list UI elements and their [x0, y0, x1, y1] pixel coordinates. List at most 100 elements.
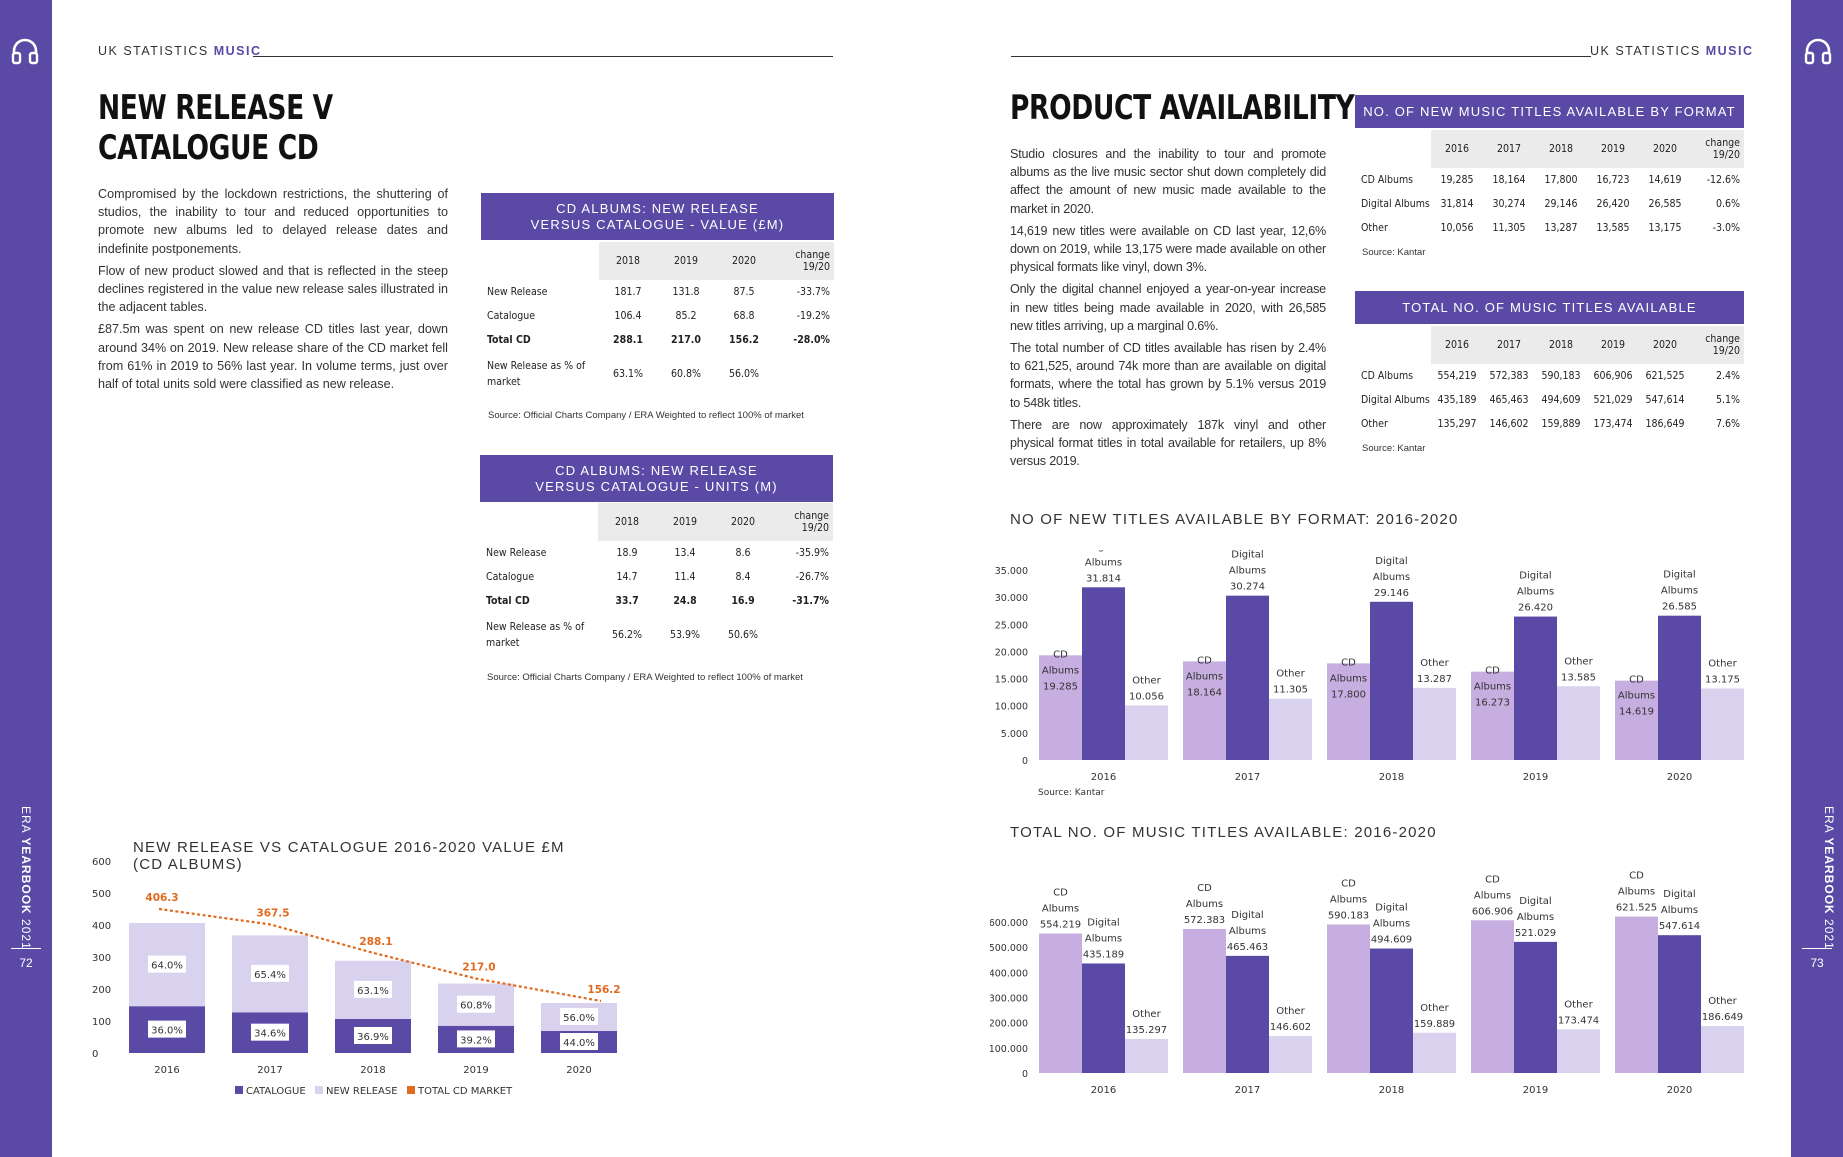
total-label: 156.2 — [587, 984, 620, 996]
data-label-box — [457, 1030, 495, 1048]
legend-label: CATALOGUE — [246, 1086, 306, 1097]
data-label: Albums — [1042, 665, 1079, 676]
table-row: New Release 18.9 13.4 8.6 -35.9% — [486, 547, 829, 559]
total-titles-table: 2016 2017 2018 2019 2020 change 19/20 CD Al… — [1355, 326, 1744, 436]
data-label: 554.219 — [1040, 920, 1081, 931]
y-tick-label: 500.000 — [990, 943, 1028, 954]
data-label: Digital — [1087, 917, 1119, 928]
bar-other — [1557, 1029, 1600, 1073]
y-tick-label: 100.000 — [990, 1044, 1028, 1055]
data-label: 465.463 — [1227, 942, 1268, 953]
table-source: Source: Official Charts Company / ERA We… — [488, 410, 804, 421]
data-label: Other — [1708, 658, 1737, 669]
data-label: Albums — [1085, 557, 1122, 568]
data-label: Albums — [1517, 587, 1554, 598]
x-tick-label: 2018 — [360, 1065, 385, 1076]
data-label: Digital — [1375, 556, 1407, 567]
y-tick-label: 400 — [92, 921, 111, 932]
data-label: 186.649 — [1702, 1012, 1743, 1023]
data-label: 26.420 — [1518, 603, 1553, 614]
data-label: Albums — [1186, 671, 1223, 682]
data-label: Other — [1564, 656, 1593, 667]
data-label: CD — [1485, 666, 1500, 677]
bar-cd-albums — [1183, 661, 1226, 760]
data-label: 34.6% — [254, 1029, 286, 1040]
y-tick-label: 15.000 — [995, 675, 1028, 686]
y-tick-label: 200.000 — [990, 1019, 1028, 1030]
data-label: 159.889 — [1414, 1019, 1455, 1030]
divider — [11, 948, 41, 949]
data-label-box — [560, 1008, 598, 1026]
x-tick-label: 2017 — [1235, 772, 1260, 783]
bar-cd-albums — [1327, 924, 1370, 1073]
table-title: NO. OF NEW MUSIC TITLES AVAILABLE BY FOR… — [1355, 95, 1744, 128]
data-label: 31.814 — [1086, 573, 1121, 584]
data-label: 44.0% — [563, 1038, 595, 1049]
table-row: Other 135,297 146,602 159,889 173,474 186,649… — [1361, 418, 1740, 430]
page-title-left: NEW RELEASE V CATALOGUE CD — [98, 88, 333, 168]
data-label: 146.602 — [1270, 1022, 1311, 1033]
y-tick-label: 500 — [92, 889, 111, 900]
y-tick-label: 30.000 — [995, 593, 1028, 604]
y-tick-label: 100 — [92, 1017, 111, 1028]
divider — [1802, 948, 1832, 949]
data-label: 11.305 — [1273, 685, 1308, 696]
y-tick-label: 35.000 — [995, 566, 1028, 577]
data-label: Digital — [1087, 550, 1119, 552]
x-tick-label: 2019 — [463, 1065, 488, 1076]
bar-digital-albums — [1514, 941, 1557, 1073]
y-tick-label: 0 — [92, 1049, 98, 1060]
cd-value-table: 2018 2019 2020 change 19/20 New Release 181… — [481, 242, 834, 396]
data-label: CD — [1629, 871, 1644, 882]
data-label: Albums — [1661, 905, 1698, 916]
y-tick-label: 600 — [92, 857, 111, 868]
bar-cd-albums — [1039, 933, 1082, 1073]
data-label: CD — [1197, 655, 1212, 666]
y-tick-label: 10.000 — [995, 702, 1028, 713]
right-body-text: Studio closures and the inability to tou… — [1010, 147, 1326, 469]
data-label: Digital — [1519, 571, 1551, 582]
table-row: Total CD 288.1 217.0 156.2 -28.0% — [487, 334, 830, 346]
bar-cd-albums — [1039, 655, 1082, 760]
table-title: CD ALBUMS: NEW RELEASE VERSUS CATALOGUE -… — [481, 193, 834, 240]
y-tick-label: 400.000 — [990, 968, 1028, 979]
x-tick-label: 2016 — [1091, 772, 1116, 783]
bar-other — [1557, 686, 1600, 760]
y-tick-label: 300 — [92, 953, 111, 964]
table-title: TOTAL NO. OF MUSIC TITLES AVAILABLE — [1355, 291, 1744, 324]
data-label: 56.0% — [563, 1013, 595, 1024]
data-label-box — [148, 955, 186, 973]
table-row: Other 10,056 11,305 13,287 13,585 13,175 -3.0% — [1361, 222, 1740, 234]
data-label: 435.189 — [1083, 949, 1124, 960]
data-label: Albums — [1085, 933, 1122, 944]
data-label-box — [251, 964, 289, 982]
bar-cd-albums — [1615, 916, 1658, 1073]
data-label: Other — [1708, 996, 1737, 1007]
data-label: Albums — [1186, 899, 1223, 910]
data-label: Albums — [1618, 887, 1655, 898]
data-label: 521.029 — [1515, 928, 1556, 939]
page-header-right: UK STATISTICS MUSIC — [1590, 44, 1754, 58]
chart-title: NO OF NEW TITLES AVAILABLE BY FORMAT: 20… — [1010, 511, 1459, 528]
table-row: Total CD 33.7 24.8 16.9 -31.7% — [486, 595, 829, 607]
table-row: New Release 181.7 131.8 87.5 -33.7% — [487, 286, 830, 298]
data-label: 36.9% — [357, 1032, 389, 1043]
data-label: 30.274 — [1230, 582, 1265, 593]
data-label: 590.183 — [1328, 910, 1369, 921]
right-sidebar — [1791, 0, 1843, 1157]
data-label: 547.614 — [1659, 921, 1700, 932]
data-label: Albums — [1229, 566, 1266, 577]
x-tick-label: 2020 — [1667, 1085, 1692, 1096]
data-label: Digital — [1663, 570, 1695, 581]
new-titles-chart: 0 5.000 10.000 15.000 20.000 25.000 30.000 35.0… — [995, 550, 1744, 798]
data-label: 18.164 — [1187, 687, 1222, 698]
bar-digital-albums — [1082, 963, 1125, 1073]
table-row: Digital Albums 435,189 465,463 494,609 521,0… — [1361, 394, 1740, 406]
data-label: CD — [1341, 878, 1356, 889]
data-label: Albums — [1474, 890, 1511, 901]
table-source: Source: Official Charts Company / ERA We… — [487, 672, 803, 683]
data-label: Albums — [1330, 894, 1367, 905]
x-tick-label: 2020 — [1667, 772, 1692, 783]
table-row: CD Albums 554,219 572,383 590,183 606,906 621… — [1361, 370, 1740, 382]
data-label: 36.0% — [151, 1026, 183, 1037]
